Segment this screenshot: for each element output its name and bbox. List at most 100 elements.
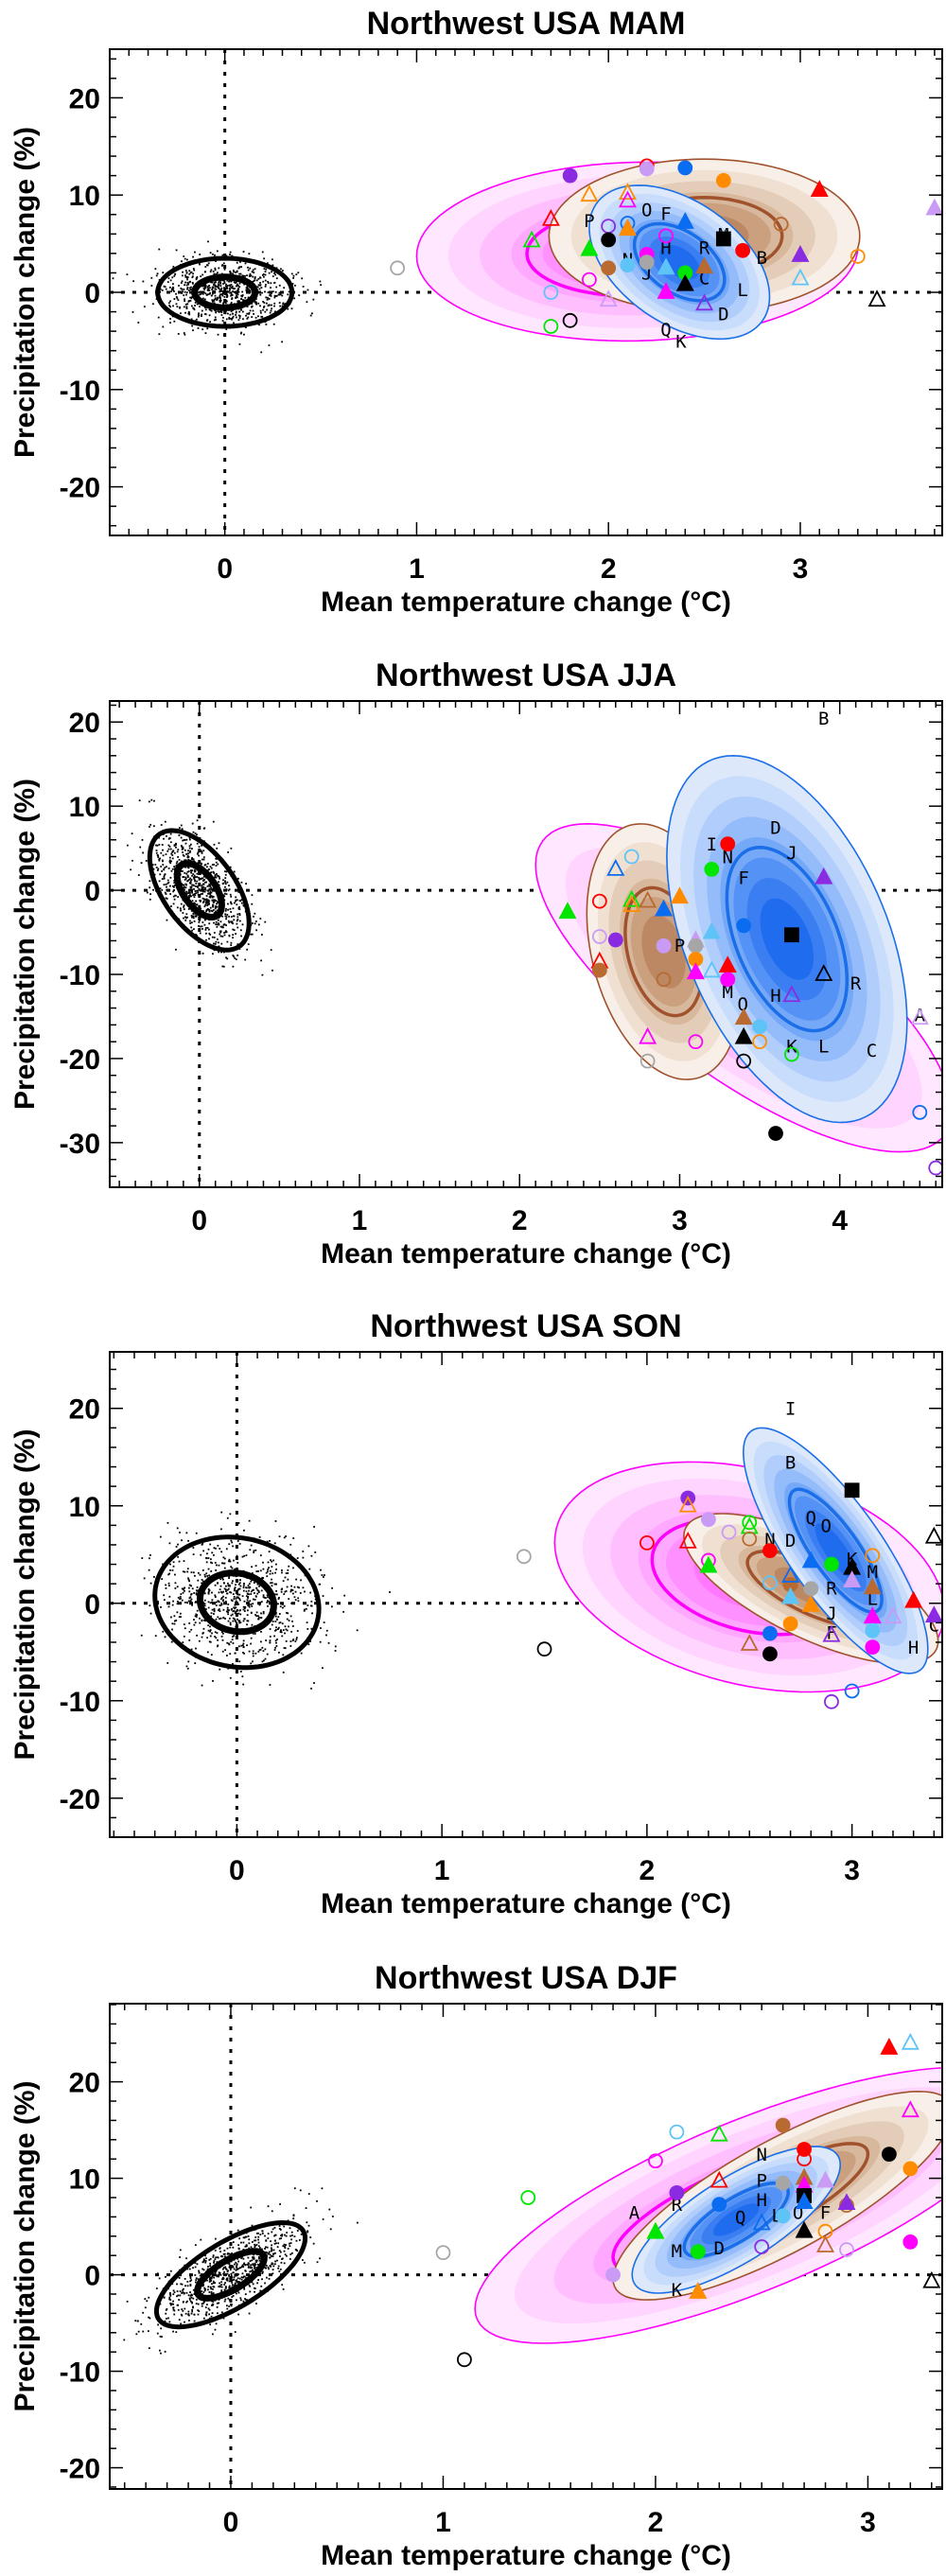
model-point-triangle [686, 962, 705, 980]
variability-point [234, 1619, 236, 1621]
variability-point [266, 2246, 269, 2249]
variability-point [246, 312, 249, 315]
variability-point [202, 858, 205, 861]
variability-point [202, 898, 205, 901]
variability-point [236, 270, 238, 272]
variability-point [306, 2221, 308, 2224]
variability-point [255, 2261, 257, 2263]
variability-point [201, 897, 204, 900]
variability-point [208, 2281, 211, 2283]
variability-point [189, 882, 192, 884]
variability-point [204, 332, 207, 335]
variability-point [168, 305, 171, 307]
variability-point [175, 862, 178, 865]
y-tick-label: 0 [84, 278, 100, 309]
variability-point [226, 2272, 229, 2275]
variability-point [148, 2296, 150, 2299]
variability-point [285, 1535, 288, 1537]
variability-point [210, 2292, 213, 2295]
variability-inner-contour [173, 860, 225, 921]
variability-point [252, 2264, 254, 2266]
variability-point [186, 1667, 189, 1670]
variability-point [206, 1575, 209, 1577]
variability-point [158, 2277, 161, 2280]
variability-point [230, 2280, 232, 2283]
variability-point [261, 2230, 264, 2233]
model-letter-label: F [826, 1623, 836, 1644]
variability-point [262, 307, 265, 308]
variability-point [208, 868, 210, 871]
variability-point [285, 1590, 288, 1592]
variability-point [208, 938, 210, 940]
variability-point [207, 1606, 210, 1609]
variability-point [190, 318, 193, 321]
variability-point [310, 1688, 312, 1690]
model-letter-label: N [723, 848, 733, 868]
variability-point [231, 2280, 234, 2282]
model-point-circle [656, 938, 672, 954]
variability-point [273, 282, 275, 284]
variability-point [238, 920, 241, 922]
variability-point [194, 1602, 197, 1603]
variability-point [227, 850, 230, 853]
variability-point [207, 1590, 210, 1593]
variability-point [299, 1592, 302, 1594]
variability-point [212, 286, 215, 289]
variability-point [254, 1614, 256, 1616]
variability-point [207, 1601, 210, 1603]
variability-point [216, 938, 219, 940]
y-tick-label: 20 [69, 2068, 100, 2099]
variability-point [210, 2276, 213, 2279]
variability-point [261, 2248, 263, 2251]
variability-point [207, 1548, 210, 1551]
y-tick-label: 10 [69, 792, 100, 823]
variability-point [244, 2269, 247, 2272]
variability-point [268, 304, 271, 307]
variability-point [268, 272, 271, 274]
variability-point [245, 314, 247, 317]
variability-point [166, 888, 168, 891]
variability-point [188, 1580, 190, 1583]
variability-point [281, 270, 284, 272]
variability-point [267, 2266, 270, 2269]
variability-point [214, 269, 217, 272]
variability-point [267, 2237, 270, 2239]
variability-point [188, 270, 191, 272]
variability-point [214, 316, 217, 319]
variability-point [204, 271, 207, 273]
variability-point [242, 1582, 245, 1585]
variability-point [208, 2277, 211, 2280]
variability-point [221, 1650, 224, 1653]
variability-point [256, 1589, 259, 1591]
variability-point [228, 1560, 230, 1563]
variability-point [252, 1603, 254, 1605]
variability-point [269, 1572, 272, 1575]
variability-point [205, 1572, 208, 1575]
variability-point [236, 903, 238, 906]
model-point-triangle [901, 2032, 920, 2050]
variability-point [260, 2285, 263, 2287]
variability-point [206, 2279, 208, 2282]
variability-point [226, 294, 228, 297]
variability-point [206, 904, 209, 906]
variability-point [195, 278, 198, 281]
variability-point [184, 916, 186, 919]
model-point-circle [754, 2239, 770, 2254]
variability-point [187, 895, 190, 897]
model-point-triangle [816, 2170, 835, 2188]
variability-point [164, 2320, 166, 2322]
variability-point [194, 885, 197, 887]
variability-point [212, 888, 215, 890]
variability-point [190, 2296, 193, 2299]
x-tick-label: 0 [229, 1855, 245, 1886]
model-point-circle [839, 2242, 854, 2257]
variability-point [267, 296, 269, 299]
variability-point [236, 1593, 238, 1596]
variability-point [172, 2293, 175, 2296]
variability-point [205, 901, 208, 902]
variability-point [237, 319, 240, 322]
variability-point [262, 280, 265, 283]
variability-point [204, 903, 207, 906]
variability-point [208, 287, 211, 289]
variability-point [227, 908, 229, 911]
